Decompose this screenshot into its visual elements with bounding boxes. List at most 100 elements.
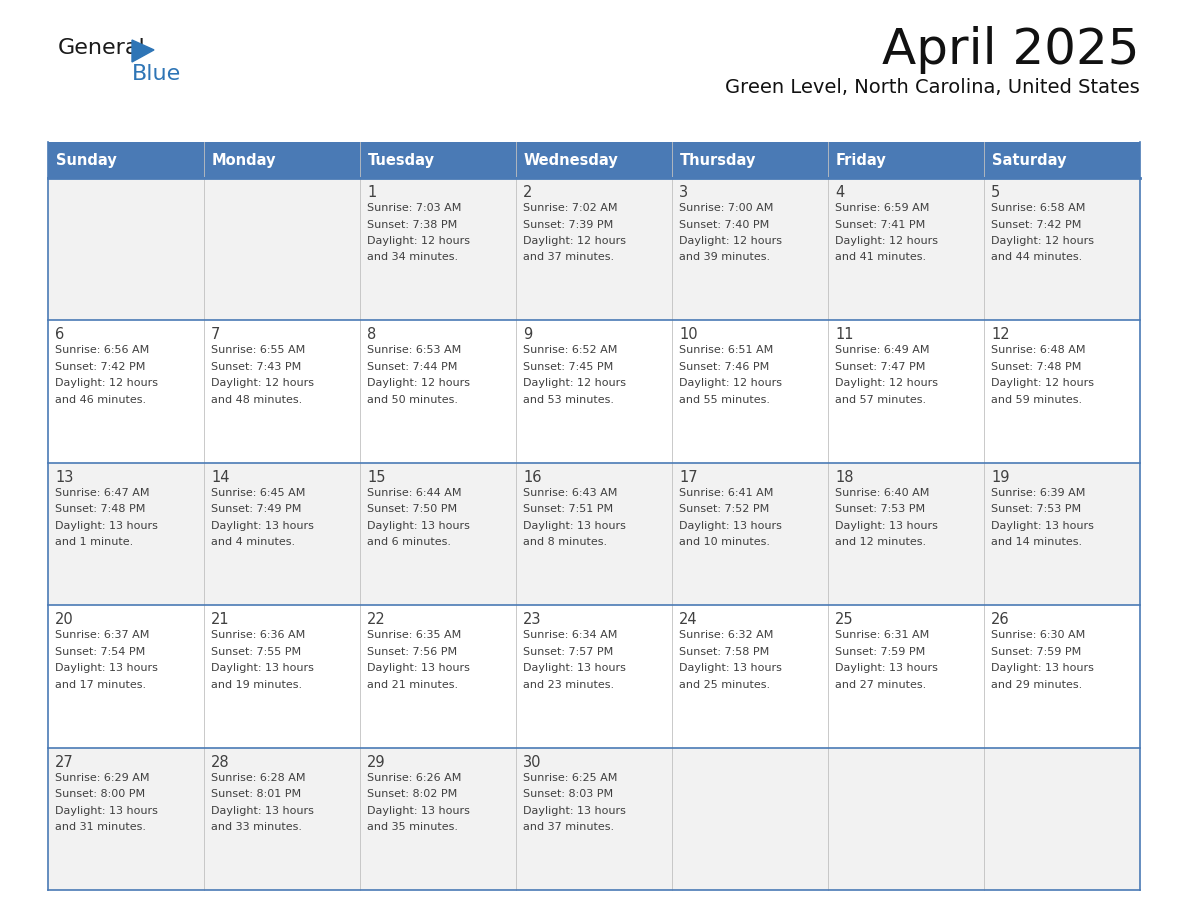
Text: Sunset: 8:02 PM: Sunset: 8:02 PM (367, 789, 457, 799)
Text: Sunset: 7:47 PM: Sunset: 7:47 PM (835, 362, 925, 372)
Text: 28: 28 (211, 755, 229, 769)
Text: and 37 minutes.: and 37 minutes. (523, 823, 614, 832)
Text: 5: 5 (991, 185, 1000, 200)
Text: Sunset: 7:43 PM: Sunset: 7:43 PM (211, 362, 302, 372)
Text: Daylight: 13 hours: Daylight: 13 hours (211, 521, 314, 531)
Text: Daylight: 13 hours: Daylight: 13 hours (680, 521, 782, 531)
Text: Friday: Friday (836, 152, 886, 167)
Text: 15: 15 (367, 470, 385, 485)
Text: April 2025: April 2025 (883, 26, 1140, 74)
Text: Daylight: 13 hours: Daylight: 13 hours (367, 663, 470, 673)
Text: Sunrise: 6:26 AM: Sunrise: 6:26 AM (367, 773, 461, 783)
Text: Sunrise: 6:30 AM: Sunrise: 6:30 AM (991, 630, 1086, 640)
Text: Daylight: 13 hours: Daylight: 13 hours (55, 663, 158, 673)
Polygon shape (132, 40, 154, 62)
Text: and 10 minutes.: and 10 minutes. (680, 537, 770, 547)
Text: 4: 4 (835, 185, 845, 200)
Text: 7: 7 (211, 328, 221, 342)
Text: 14: 14 (211, 470, 229, 485)
Bar (48, 142, 204, 178)
Text: Sunset: 7:48 PM: Sunset: 7:48 PM (55, 504, 145, 514)
Text: Sunset: 7:59 PM: Sunset: 7:59 PM (991, 646, 1081, 656)
Bar (48, 463, 1140, 605)
Text: Daylight: 12 hours: Daylight: 12 hours (211, 378, 314, 388)
Text: Sunrise: 7:00 AM: Sunrise: 7:00 AM (680, 203, 773, 213)
Bar (984, 142, 1140, 178)
Text: Daylight: 12 hours: Daylight: 12 hours (991, 236, 1094, 246)
Text: Sunrise: 6:55 AM: Sunrise: 6:55 AM (211, 345, 305, 355)
Text: Daylight: 12 hours: Daylight: 12 hours (55, 378, 158, 388)
Text: 16: 16 (523, 470, 542, 485)
Bar (48, 605, 1140, 747)
Text: and 14 minutes.: and 14 minutes. (991, 537, 1082, 547)
Text: and 8 minutes.: and 8 minutes. (523, 537, 607, 547)
Text: Daylight: 12 hours: Daylight: 12 hours (991, 378, 1094, 388)
Text: Sunrise: 6:37 AM: Sunrise: 6:37 AM (55, 630, 150, 640)
Text: Sunrise: 6:52 AM: Sunrise: 6:52 AM (523, 345, 618, 355)
Text: and 53 minutes.: and 53 minutes. (523, 395, 614, 405)
Text: Daylight: 13 hours: Daylight: 13 hours (991, 663, 1094, 673)
Text: Sunrise: 7:03 AM: Sunrise: 7:03 AM (367, 203, 461, 213)
Text: Sunday: Sunday (56, 152, 116, 167)
Text: Sunset: 7:50 PM: Sunset: 7:50 PM (367, 504, 457, 514)
Text: and 48 minutes.: and 48 minutes. (211, 395, 302, 405)
Text: and 39 minutes.: and 39 minutes. (680, 252, 770, 263)
Text: Sunset: 7:55 PM: Sunset: 7:55 PM (211, 646, 301, 656)
Text: Sunset: 7:59 PM: Sunset: 7:59 PM (835, 646, 925, 656)
Text: 23: 23 (523, 612, 542, 627)
Text: Sunrise: 6:49 AM: Sunrise: 6:49 AM (835, 345, 929, 355)
Text: and 27 minutes.: and 27 minutes. (835, 679, 927, 689)
Text: Sunset: 7:46 PM: Sunset: 7:46 PM (680, 362, 770, 372)
Text: Sunset: 7:53 PM: Sunset: 7:53 PM (991, 504, 1081, 514)
Text: Daylight: 13 hours: Daylight: 13 hours (523, 663, 626, 673)
Text: 25: 25 (835, 612, 854, 627)
Text: Sunrise: 6:56 AM: Sunrise: 6:56 AM (55, 345, 150, 355)
Text: Sunset: 7:56 PM: Sunset: 7:56 PM (367, 646, 457, 656)
Text: Sunrise: 6:53 AM: Sunrise: 6:53 AM (367, 345, 461, 355)
Text: Daylight: 13 hours: Daylight: 13 hours (523, 806, 626, 815)
Text: Sunset: 7:53 PM: Sunset: 7:53 PM (835, 504, 925, 514)
Text: Sunset: 8:00 PM: Sunset: 8:00 PM (55, 789, 145, 799)
Text: 27: 27 (55, 755, 74, 769)
Text: Sunset: 7:52 PM: Sunset: 7:52 PM (680, 504, 770, 514)
Text: and 44 minutes.: and 44 minutes. (991, 252, 1082, 263)
Text: Sunrise: 6:32 AM: Sunrise: 6:32 AM (680, 630, 773, 640)
Text: 12: 12 (991, 328, 1010, 342)
Text: Sunset: 7:41 PM: Sunset: 7:41 PM (835, 219, 925, 230)
Text: Daylight: 12 hours: Daylight: 12 hours (523, 378, 626, 388)
Text: 29: 29 (367, 755, 386, 769)
Text: Green Level, North Carolina, United States: Green Level, North Carolina, United Stat… (725, 78, 1140, 97)
Text: Daylight: 12 hours: Daylight: 12 hours (523, 236, 626, 246)
Bar (516, 142, 672, 178)
Text: Daylight: 12 hours: Daylight: 12 hours (680, 378, 782, 388)
Text: 19: 19 (991, 470, 1010, 485)
Text: Sunrise: 6:25 AM: Sunrise: 6:25 AM (523, 773, 618, 783)
Text: Daylight: 12 hours: Daylight: 12 hours (367, 378, 470, 388)
Text: Wednesday: Wednesday (524, 152, 619, 167)
Text: Saturday: Saturday (992, 152, 1067, 167)
Text: and 55 minutes.: and 55 minutes. (680, 395, 770, 405)
Text: Sunset: 8:03 PM: Sunset: 8:03 PM (523, 789, 613, 799)
Text: and 57 minutes.: and 57 minutes. (835, 395, 927, 405)
Text: Sunrise: 6:51 AM: Sunrise: 6:51 AM (680, 345, 773, 355)
Text: Daylight: 13 hours: Daylight: 13 hours (367, 806, 470, 815)
Text: 13: 13 (55, 470, 74, 485)
Text: Sunrise: 6:28 AM: Sunrise: 6:28 AM (211, 773, 305, 783)
Text: Daylight: 12 hours: Daylight: 12 hours (680, 236, 782, 246)
Text: General: General (58, 38, 146, 58)
Text: and 19 minutes.: and 19 minutes. (211, 679, 302, 689)
Text: Sunset: 7:58 PM: Sunset: 7:58 PM (680, 646, 770, 656)
Text: and 46 minutes.: and 46 minutes. (55, 395, 146, 405)
Text: Daylight: 13 hours: Daylight: 13 hours (835, 521, 937, 531)
Text: 6: 6 (55, 328, 64, 342)
Text: 26: 26 (991, 612, 1010, 627)
Text: Sunset: 7:51 PM: Sunset: 7:51 PM (523, 504, 613, 514)
Text: Daylight: 12 hours: Daylight: 12 hours (835, 236, 939, 246)
Text: and 41 minutes.: and 41 minutes. (835, 252, 927, 263)
Text: 9: 9 (523, 328, 532, 342)
Text: 22: 22 (367, 612, 386, 627)
Text: Daylight: 13 hours: Daylight: 13 hours (55, 521, 158, 531)
Text: Sunset: 7:42 PM: Sunset: 7:42 PM (991, 219, 1081, 230)
Text: Sunrise: 6:45 AM: Sunrise: 6:45 AM (211, 487, 305, 498)
Bar (672, 142, 828, 178)
